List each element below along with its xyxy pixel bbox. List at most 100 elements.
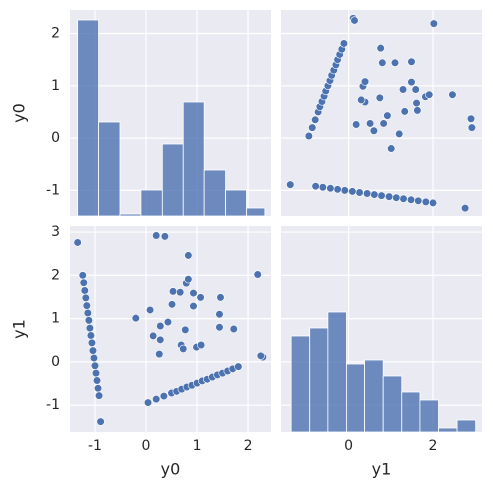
scatter-point bbox=[400, 107, 409, 116]
scatter-point bbox=[363, 189, 372, 198]
scatter-point bbox=[184, 251, 193, 260]
scatter-point bbox=[92, 376, 102, 385]
scatter-point bbox=[189, 288, 198, 298]
y-tick-label: 0 bbox=[51, 130, 60, 146]
histogram-bar bbox=[438, 427, 458, 433]
scatter-point bbox=[326, 184, 335, 193]
scatter-point bbox=[378, 58, 387, 67]
scatter-point bbox=[318, 183, 327, 192]
scatter-point bbox=[156, 321, 165, 331]
scatter-point bbox=[80, 286, 89, 295]
scatter-point bbox=[89, 353, 99, 363]
scatter-point bbox=[461, 204, 470, 213]
scatter-point bbox=[399, 194, 408, 203]
scatter-point bbox=[160, 232, 169, 241]
scatter-point bbox=[421, 197, 430, 206]
scatter-point bbox=[406, 195, 416, 204]
scatter-point bbox=[96, 417, 105, 426]
histogram-bar bbox=[98, 121, 121, 217]
scatter-point bbox=[411, 85, 420, 94]
histogram-bar bbox=[225, 189, 247, 217]
scatter-point bbox=[398, 85, 408, 94]
histogram-bar bbox=[309, 327, 329, 433]
scatter-point bbox=[376, 44, 385, 53]
histogram-bar bbox=[182, 101, 205, 217]
scatter-point bbox=[181, 325, 190, 334]
scatter-point bbox=[407, 78, 416, 87]
scatter-point bbox=[149, 331, 158, 341]
scatter-point bbox=[176, 288, 185, 297]
x-tick-label: 1 bbox=[193, 438, 202, 454]
scatter-point bbox=[390, 58, 400, 67]
scatter-point bbox=[152, 395, 161, 404]
scatter-point bbox=[93, 384, 103, 393]
scatter-point bbox=[215, 310, 224, 319]
scatter-point bbox=[234, 362, 243, 371]
scatter-point bbox=[184, 275, 193, 284]
y-tick-label: -1 bbox=[46, 182, 60, 198]
scatter-point bbox=[286, 180, 295, 189]
scatter-point bbox=[360, 77, 370, 86]
x-axis-label: y1 bbox=[372, 460, 392, 479]
scatter-point bbox=[352, 120, 361, 129]
histogram-bar bbox=[77, 19, 99, 217]
scatter-point bbox=[387, 144, 396, 153]
scatter-point bbox=[395, 129, 404, 139]
scatter-point bbox=[340, 186, 349, 195]
scatter-point bbox=[216, 293, 225, 302]
histogram-bar bbox=[346, 363, 366, 433]
scatter-point bbox=[143, 398, 153, 407]
scatter-point bbox=[311, 182, 320, 191]
scatter-point bbox=[311, 115, 320, 124]
scatter-point bbox=[413, 106, 422, 115]
scatter-point bbox=[379, 119, 388, 128]
scatter-point bbox=[85, 324, 94, 333]
histogram-bar bbox=[203, 169, 226, 217]
scatter-point bbox=[86, 331, 96, 340]
histogram-bar bbox=[364, 359, 384, 433]
scatter-point bbox=[79, 278, 88, 287]
scatter-point bbox=[256, 351, 265, 360]
histogram-bar bbox=[401, 391, 421, 433]
scatter-point bbox=[369, 126, 378, 135]
scatter-point bbox=[163, 317, 173, 327]
x-tick-label: 2 bbox=[244, 438, 253, 454]
histogram-bar bbox=[246, 207, 266, 217]
scatter-point bbox=[215, 323, 224, 332]
scatter-point bbox=[156, 335, 165, 344]
scatter-point bbox=[365, 119, 375, 128]
scatter-point bbox=[392, 193, 401, 202]
scatter-point bbox=[385, 192, 394, 201]
scatter-point bbox=[88, 346, 98, 355]
y-axis-label: y1 bbox=[10, 319, 29, 339]
histogram-bar bbox=[327, 311, 347, 433]
x-tick-label: 0 bbox=[142, 438, 151, 454]
scatter-point bbox=[82, 301, 91, 310]
scatter-point bbox=[78, 271, 87, 280]
scatter-point bbox=[159, 391, 168, 401]
scatter-point bbox=[425, 90, 434, 99]
scatter-point bbox=[179, 344, 188, 354]
x-tick-label: -1 bbox=[88, 438, 102, 454]
histogram-bar bbox=[456, 419, 477, 433]
scatter-point bbox=[229, 324, 238, 334]
scatter-point bbox=[383, 111, 392, 120]
x-tick-label: 2 bbox=[429, 438, 438, 454]
histogram-bar bbox=[382, 375, 403, 433]
scatter-point bbox=[355, 188, 364, 197]
scatter-point bbox=[87, 338, 97, 347]
y-tick-label: 3 bbox=[51, 224, 60, 240]
histogram-bar bbox=[419, 399, 439, 433]
scatter-point bbox=[414, 196, 423, 205]
scatter-point bbox=[131, 314, 140, 323]
y-tick-label: 2 bbox=[51, 267, 60, 283]
scatter-point bbox=[308, 123, 317, 132]
scatter-point bbox=[357, 95, 366, 105]
panel-background bbox=[281, 10, 482, 216]
scatter-point bbox=[428, 198, 438, 208]
scatter-point bbox=[467, 123, 476, 132]
x-axis-label: y0 bbox=[161, 460, 181, 479]
scatter-point bbox=[304, 131, 313, 141]
scatter-point bbox=[84, 316, 93, 325]
